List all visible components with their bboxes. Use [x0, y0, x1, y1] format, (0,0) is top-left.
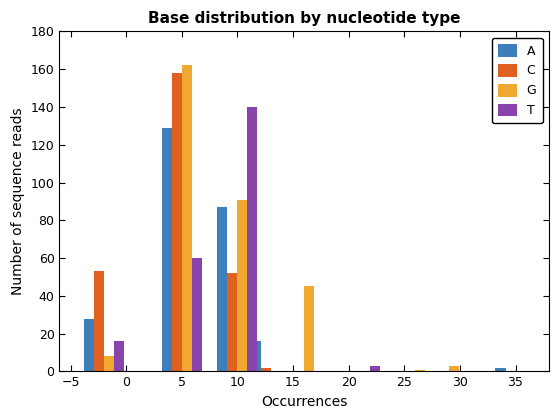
- Bar: [227, 273, 237, 371]
- Bar: [248, 107, 258, 371]
- Bar: [217, 207, 227, 371]
- Bar: [251, 341, 261, 371]
- Bar: [104, 356, 114, 371]
- Bar: [496, 368, 506, 371]
- Y-axis label: Number of sequence reads: Number of sequence reads: [11, 108, 25, 295]
- Legend: A, C, G, T: A, C, G, T: [492, 38, 543, 123]
- Bar: [237, 200, 248, 371]
- Title: Base distribution by nucleotide type: Base distribution by nucleotide type: [148, 11, 460, 26]
- Bar: [449, 366, 459, 371]
- Bar: [114, 341, 124, 371]
- X-axis label: Occurrences: Occurrences: [261, 395, 347, 409]
- Bar: [192, 258, 202, 371]
- Bar: [304, 286, 314, 371]
- Bar: [84, 319, 94, 371]
- Bar: [182, 66, 192, 371]
- Bar: [370, 366, 380, 371]
- Bar: [94, 271, 104, 371]
- Bar: [416, 370, 426, 371]
- Bar: [261, 368, 271, 371]
- Bar: [162, 128, 172, 371]
- Bar: [172, 73, 182, 371]
